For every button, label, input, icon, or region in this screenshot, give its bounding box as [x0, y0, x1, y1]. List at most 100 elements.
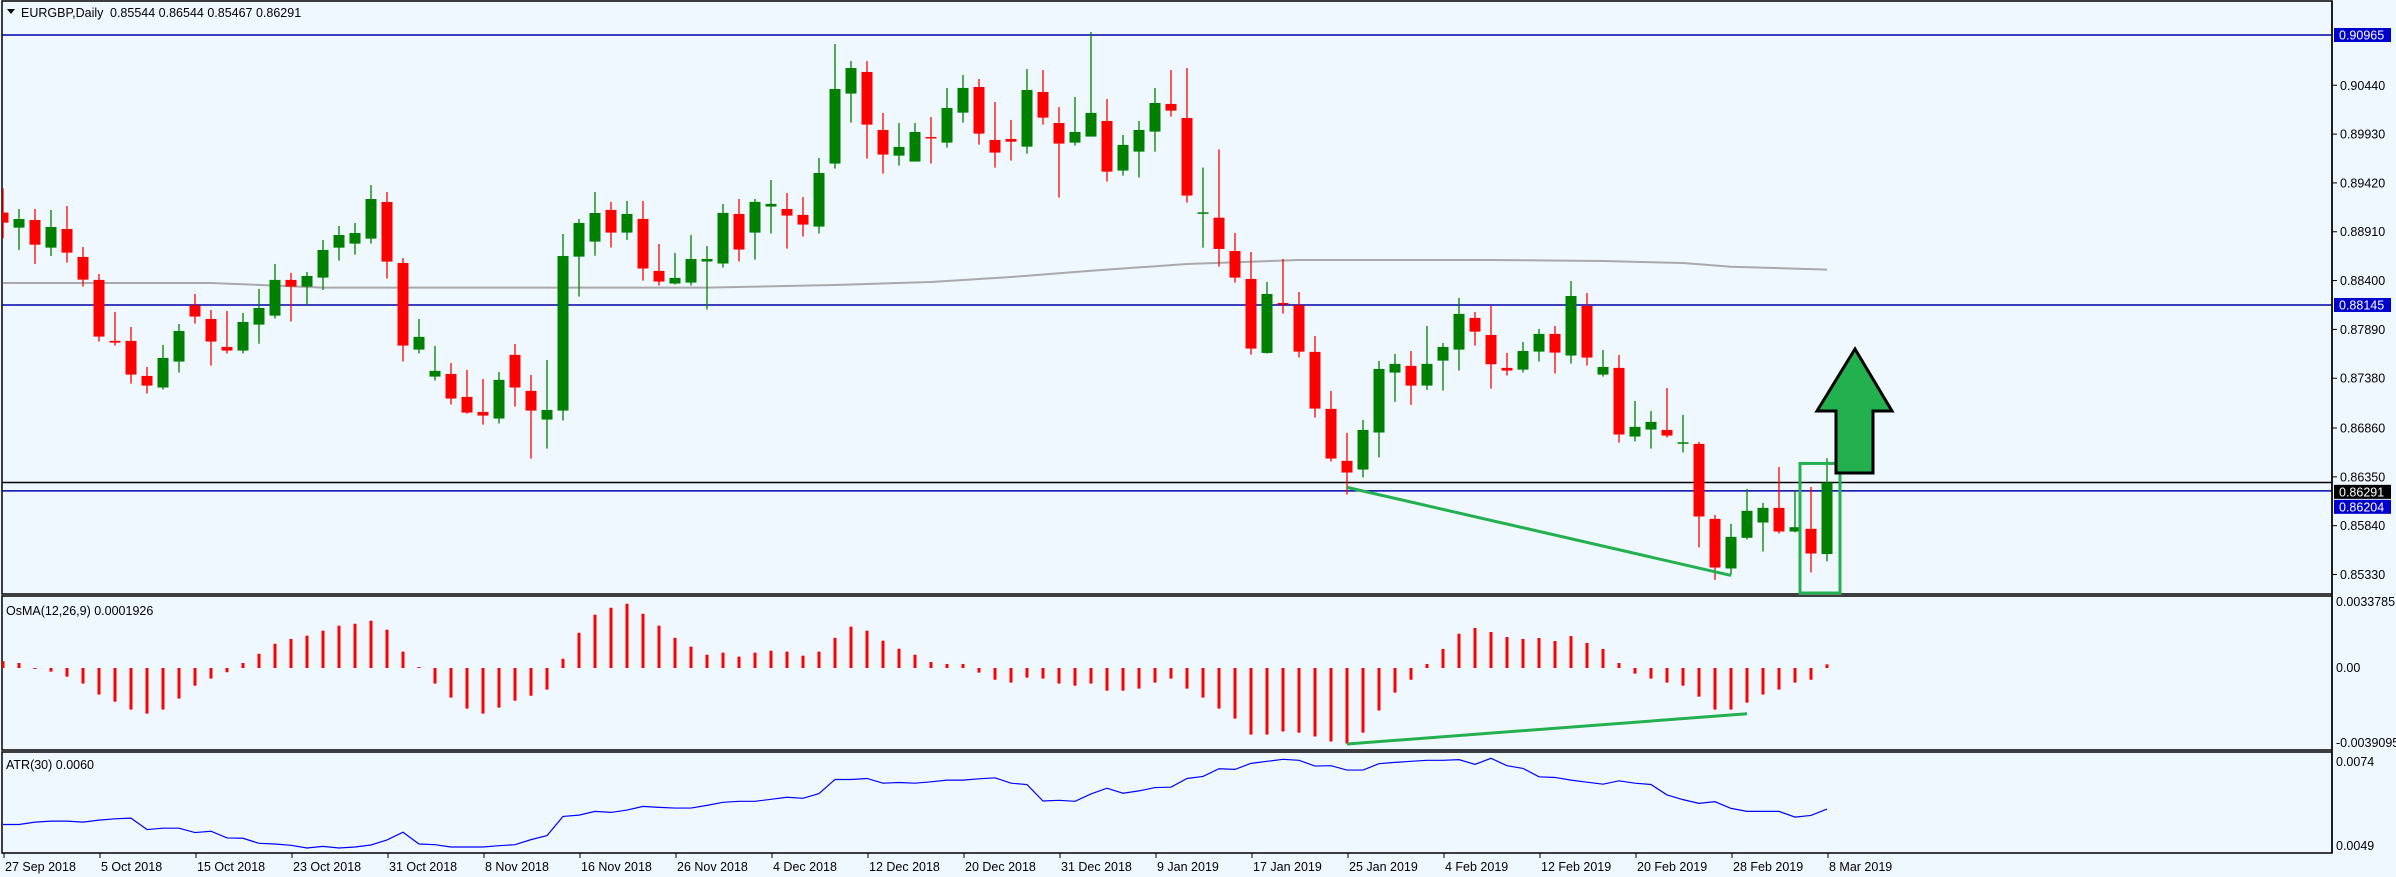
atr-axis-label: 0.0074 — [2336, 755, 2374, 769]
candle — [445, 362, 457, 405]
candle-body — [749, 201, 761, 233]
candle — [1293, 291, 1305, 358]
candle-body — [237, 321, 249, 351]
candle — [381, 192, 393, 279]
candle-body — [1005, 138, 1017, 142]
candle-body — [1421, 363, 1433, 386]
candle — [1085, 31, 1097, 137]
osma-bar — [865, 630, 869, 668]
candle — [269, 263, 281, 319]
candle-body — [557, 255, 569, 411]
date-axis-label: 26 Nov 2018 — [677, 860, 748, 874]
atr-axis-label: 0.0049 — [2336, 839, 2374, 853]
candle-body — [1757, 507, 1769, 523]
candle-body — [509, 354, 521, 388]
osma-bar — [1425, 663, 1429, 668]
candle — [1725, 523, 1737, 575]
osma-bar — [305, 635, 309, 668]
candle-body — [1293, 305, 1305, 352]
candle — [1485, 305, 1497, 389]
candle — [1101, 98, 1113, 182]
osma-bar — [225, 668, 229, 673]
osma-bar — [161, 668, 165, 710]
candle-body — [1437, 346, 1449, 361]
candle-body — [1053, 122, 1065, 144]
candle — [2, 188, 9, 239]
osma-bar — [1201, 668, 1205, 698]
candle — [1309, 335, 1321, 418]
candle — [1549, 325, 1561, 374]
candle-body — [973, 86, 985, 134]
osma-bar — [689, 646, 693, 668]
candle-body — [877, 129, 889, 155]
candle-body — [29, 219, 41, 245]
highlight-box[interactable] — [1798, 461, 1842, 595]
candle-body — [1389, 363, 1401, 373]
candle-body — [829, 88, 841, 164]
osma-bar — [625, 603, 629, 668]
osma-bar — [1297, 668, 1301, 733]
osma-bar — [1569, 636, 1573, 668]
candle-body — [1101, 120, 1113, 172]
candle — [525, 374, 537, 459]
candle — [77, 246, 89, 287]
osma-bar — [497, 668, 501, 708]
osma-bar — [1281, 668, 1285, 732]
price-level-label: 0.86291 — [2339, 485, 2384, 499]
candle — [205, 309, 217, 366]
osma-trendline[interactable] — [1346, 712, 1748, 746]
osma-bar — [881, 640, 885, 668]
date-axis-label: 27 Sep 2018 — [5, 860, 76, 874]
candle-body — [45, 226, 57, 248]
osma-bar — [657, 625, 661, 668]
price-axis-label: 0.85330 — [2340, 568, 2385, 582]
candle — [1469, 311, 1481, 346]
candle — [1197, 167, 1209, 248]
candle — [1501, 352, 1513, 376]
date-axis-label: 12 Dec 2018 — [869, 860, 940, 874]
candle-body — [413, 336, 425, 350]
candle-body — [205, 318, 217, 342]
date-axis-label: 31 Oct 2018 — [389, 860, 457, 874]
osma-bar — [1729, 668, 1733, 710]
osma-bar — [1313, 668, 1317, 737]
candle-body — [605, 209, 617, 233]
candle — [1069, 96, 1081, 146]
osma-bar — [1377, 668, 1381, 711]
osma-bar — [81, 668, 85, 684]
candle — [957, 75, 969, 123]
price-trendline[interactable] — [1346, 485, 1732, 577]
candle-body — [1213, 217, 1225, 249]
candle — [1661, 387, 1673, 438]
candle — [877, 112, 889, 174]
date-axis-label: 28 Feb 2019 — [1733, 860, 1803, 874]
date-axis-label: 20 Dec 2018 — [965, 860, 1036, 874]
price-level-badge — [2334, 484, 2391, 499]
osma-title: OsMA(12,26,9) 0.0001926 — [6, 604, 153, 618]
price-pane — [2, 31, 2332, 580]
price-axis-label: 0.86860 — [2340, 422, 2385, 436]
triangle-down-icon[interactable] — [7, 9, 15, 14]
osma-bar — [513, 668, 517, 701]
price-axis-label: 0.86350 — [2340, 470, 2385, 484]
annotations[interactable] — [1346, 346, 1895, 746]
osma-axis-label: -0.0039095 — [2336, 736, 2396, 750]
candle — [1421, 325, 1433, 390]
candle-body — [445, 373, 457, 399]
date-axis-label: 23 Oct 2018 — [293, 860, 361, 874]
candle-body — [61, 228, 73, 253]
osma-bar — [913, 654, 917, 668]
osma-bar — [289, 638, 293, 668]
candle-body — [1517, 350, 1529, 370]
osma-bar — [593, 614, 597, 668]
candle — [925, 116, 937, 164]
osma-bar — [1345, 668, 1349, 744]
osma-bar — [1585, 642, 1589, 668]
osma-bar — [705, 654, 709, 668]
osma-bar — [545, 668, 549, 690]
up-arrow-icon[interactable] — [1814, 346, 1895, 475]
price-level-label: 0.88145 — [2339, 298, 2384, 312]
candle — [1677, 414, 1689, 453]
candle-body — [461, 396, 473, 413]
